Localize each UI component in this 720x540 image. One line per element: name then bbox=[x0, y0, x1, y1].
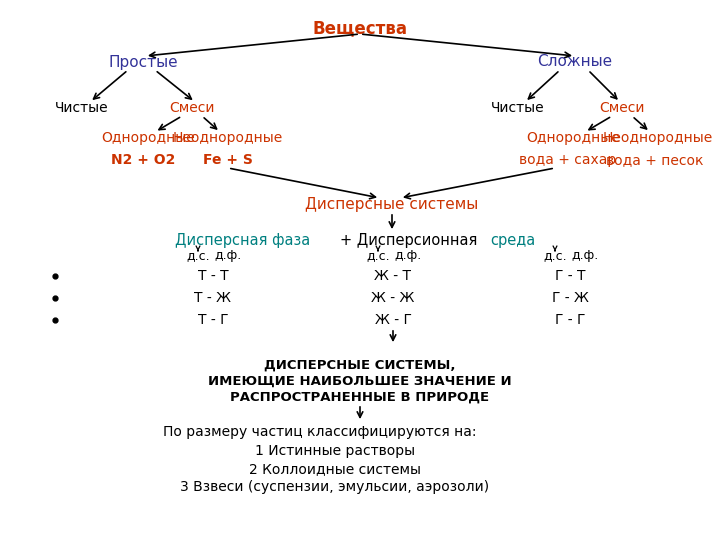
Text: Ж - Г: Ж - Г bbox=[374, 313, 411, 327]
Text: Г - Ж: Г - Ж bbox=[552, 291, 588, 305]
Text: Г - Т: Г - Т bbox=[554, 269, 585, 283]
Text: вода + песок: вода + песок bbox=[606, 153, 703, 167]
Text: Однородные: Однородные bbox=[526, 131, 620, 145]
Text: 2 Коллоидные системы: 2 Коллоидные системы bbox=[249, 462, 421, 476]
Text: д.с.: д.с. bbox=[366, 249, 390, 262]
Text: Неоднородные: Неоднородные bbox=[603, 131, 713, 145]
Text: 1 Истинные растворы: 1 Истинные растворы bbox=[255, 444, 415, 458]
Text: Однородные: Однородные bbox=[101, 131, 195, 145]
Text: Вещества: Вещества bbox=[312, 19, 408, 37]
Text: д.с.: д.с. bbox=[186, 249, 210, 262]
Text: Дисперсные системы: Дисперсные системы bbox=[305, 198, 479, 213]
Text: д.ф.: д.ф. bbox=[572, 249, 598, 262]
Text: По размеру частиц классифицируются на:: По размеру частиц классифицируются на: bbox=[163, 425, 477, 439]
Text: вода + сахар: вода + сахар bbox=[519, 153, 616, 167]
Text: Чистые: Чистые bbox=[55, 101, 109, 115]
Text: N2 + O2: N2 + O2 bbox=[111, 153, 175, 167]
Text: Чистые: Чистые bbox=[491, 101, 545, 115]
Text: Т - Г: Т - Г bbox=[198, 313, 228, 327]
Text: Г - Г: Г - Г bbox=[555, 313, 585, 327]
Text: д.ф.: д.ф. bbox=[215, 249, 242, 262]
Text: ДИСПЕРСНЫЕ СИСТЕМЫ,: ДИСПЕРСНЫЕ СИСТЕМЫ, bbox=[264, 359, 456, 372]
Text: Т - Т: Т - Т bbox=[198, 269, 228, 283]
Text: Fe + S: Fe + S bbox=[203, 153, 253, 167]
Text: Т - Ж: Т - Ж bbox=[194, 291, 232, 305]
Text: Сложные: Сложные bbox=[537, 55, 613, 70]
Text: Смеси: Смеси bbox=[599, 101, 644, 115]
Text: д.с.: д.с. bbox=[543, 249, 567, 262]
Text: среда: среда bbox=[490, 233, 535, 247]
Text: ИМЕЮЩИЕ НАИБОЛЬШЕЕ ЗНАЧЕНИЕ И: ИМЕЮЩИЕ НАИБОЛЬШЕЕ ЗНАЧЕНИЕ И bbox=[208, 375, 512, 388]
Text: 3 Взвеси (суспензии, эмульсии, аэрозоли): 3 Взвеси (суспензии, эмульсии, аэрозоли) bbox=[181, 480, 490, 494]
Text: д.ф.: д.ф. bbox=[395, 249, 422, 262]
Text: Неоднородные: Неоднородные bbox=[173, 131, 283, 145]
Text: Смеси: Смеси bbox=[169, 101, 215, 115]
Text: Ж - Т: Ж - Т bbox=[374, 269, 412, 283]
Text: Простые: Простые bbox=[108, 55, 178, 70]
Text: Ж - Ж: Ж - Ж bbox=[372, 291, 415, 305]
Text: Дисперсная фаза: Дисперсная фаза bbox=[175, 233, 310, 247]
Text: РАСПРОСТРАНЕННЫЕ В ПРИРОДЕ: РАСПРОСТРАНЕННЫЕ В ПРИРОДЕ bbox=[230, 390, 490, 403]
Text: + Дисперсионная: + Дисперсионная bbox=[340, 233, 482, 247]
